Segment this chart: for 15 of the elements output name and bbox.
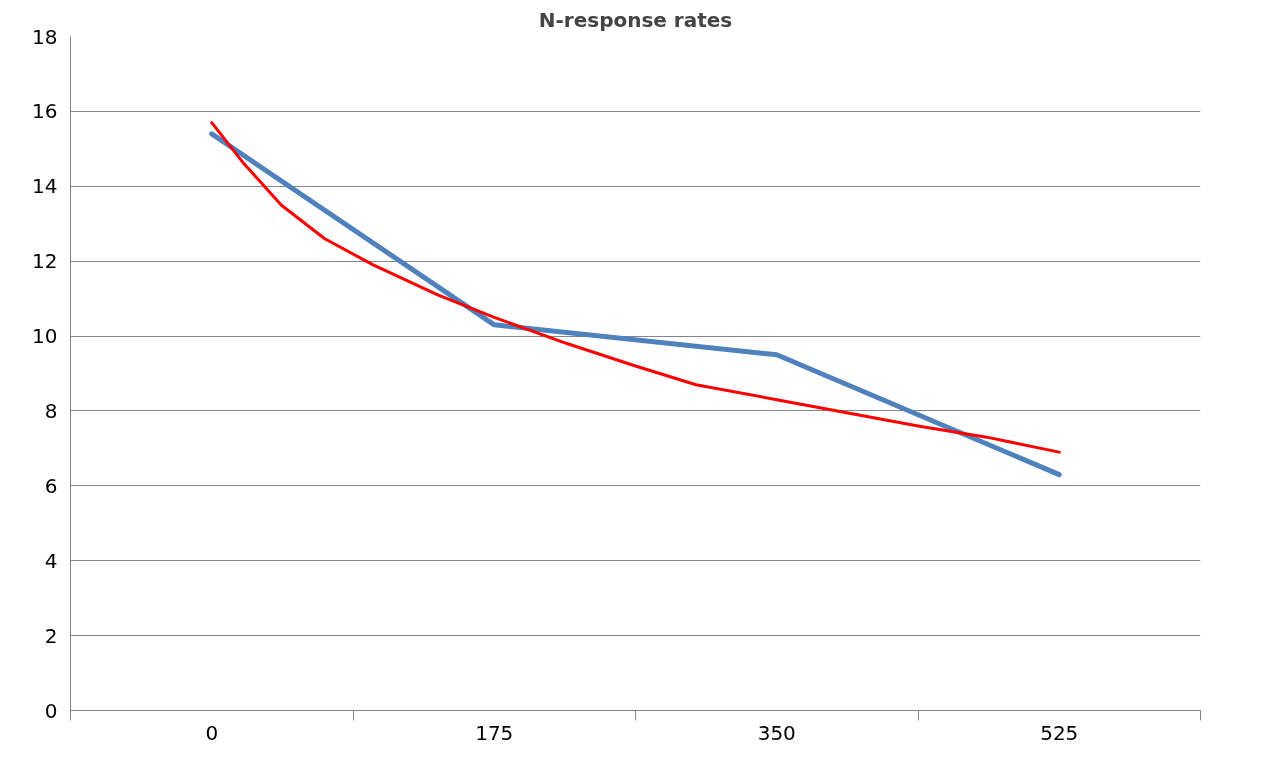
y-tick-label: 8	[44, 398, 58, 423]
y-tick-label: 0	[44, 698, 58, 723]
y-tick-label: 10	[32, 324, 58, 349]
y-tick-label: 4	[44, 548, 58, 573]
y-tick-label: 16	[32, 99, 58, 124]
y-tick-label: 6	[44, 473, 58, 498]
y-tick-label: 12	[32, 249, 58, 274]
y-tick-label: 18	[32, 24, 58, 49]
y-tick-label: 14	[32, 174, 58, 199]
x-tick-label: 175	[475, 720, 514, 745]
x-tick-label: 0	[205, 720, 219, 745]
x-tick-label: 525	[1040, 720, 1079, 745]
x-tick-label: 350	[757, 720, 796, 745]
y-tick-label: 2	[44, 623, 58, 648]
chart-title: N-response rates	[538, 7, 733, 32]
